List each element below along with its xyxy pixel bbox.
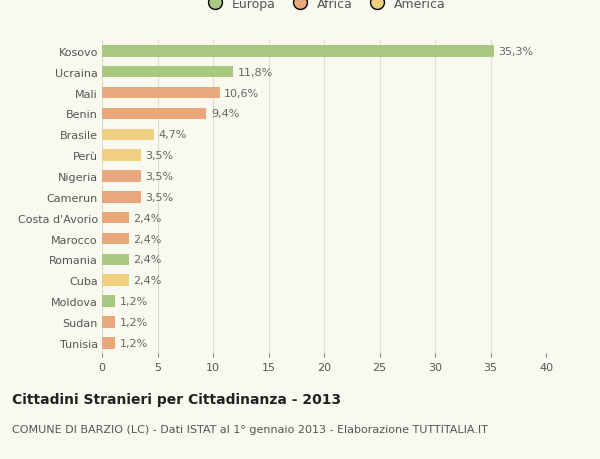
Text: 3,5%: 3,5% — [145, 172, 173, 182]
Bar — [102, 67, 233, 78]
Bar — [102, 129, 154, 140]
Text: 1,2%: 1,2% — [120, 338, 148, 348]
Bar — [102, 275, 128, 286]
Text: 4,7%: 4,7% — [158, 130, 187, 140]
Legend: Europa, Africa, America: Europa, Africa, America — [203, 0, 445, 11]
Bar — [102, 150, 141, 162]
Bar — [102, 171, 141, 182]
Bar — [102, 254, 128, 265]
Text: 2,4%: 2,4% — [133, 275, 161, 285]
Bar — [102, 88, 220, 99]
Bar — [102, 337, 115, 349]
Text: 11,8%: 11,8% — [238, 67, 272, 78]
Bar — [102, 213, 128, 224]
Bar — [102, 317, 115, 328]
Text: 9,4%: 9,4% — [211, 109, 239, 119]
Bar — [102, 46, 494, 57]
Text: 2,4%: 2,4% — [133, 255, 161, 265]
Text: 10,6%: 10,6% — [224, 88, 259, 98]
Bar — [102, 296, 115, 307]
Text: COMUNE DI BARZIO (LC) - Dati ISTAT al 1° gennaio 2013 - Elaborazione TUTTITALIA.: COMUNE DI BARZIO (LC) - Dati ISTAT al 1°… — [12, 425, 488, 435]
Text: 2,4%: 2,4% — [133, 234, 161, 244]
Text: 3,5%: 3,5% — [145, 192, 173, 202]
Text: 1,2%: 1,2% — [120, 317, 148, 327]
Text: 35,3%: 35,3% — [498, 47, 533, 57]
Bar — [102, 233, 128, 245]
Bar — [102, 108, 206, 120]
Text: 1,2%: 1,2% — [120, 297, 148, 307]
Text: 3,5%: 3,5% — [145, 151, 173, 161]
Text: Cittadini Stranieri per Cittadinanza - 2013: Cittadini Stranieri per Cittadinanza - 2… — [12, 392, 341, 406]
Bar — [102, 192, 141, 203]
Text: 2,4%: 2,4% — [133, 213, 161, 223]
